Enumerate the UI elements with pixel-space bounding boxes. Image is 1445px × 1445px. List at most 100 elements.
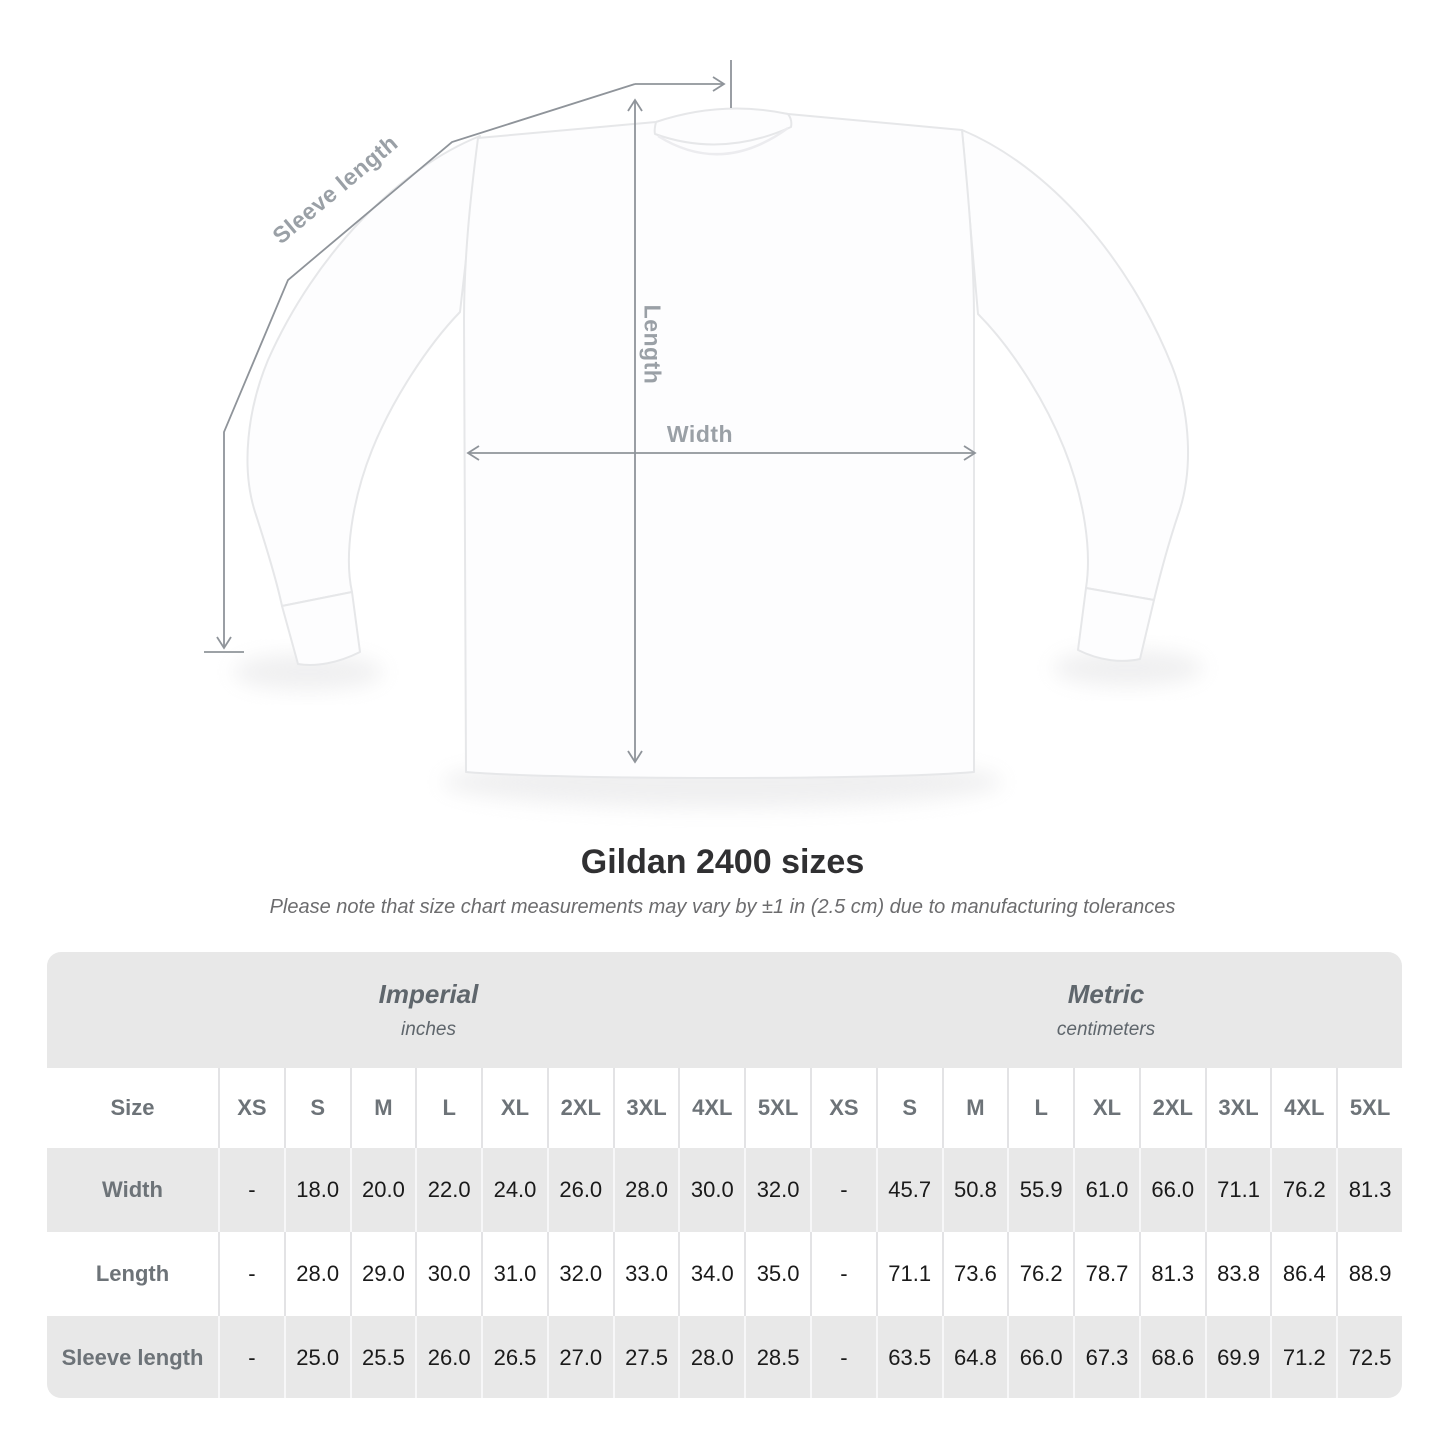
length-imperial-5xl: 35.0 xyxy=(744,1232,810,1316)
shadow-right-cuff xyxy=(1053,650,1203,686)
metric-title: Metric xyxy=(1067,979,1145,1009)
length-arrow xyxy=(627,98,643,764)
width-imperial-xl: 24.0 xyxy=(481,1148,547,1232)
left-cuff xyxy=(281,591,361,666)
table-row-width: Width - 18.0 20.0 22.0 24.0 26.0 28.0 30… xyxy=(47,1148,1402,1232)
sleeve-imperial-4xl: 28.0 xyxy=(678,1316,744,1398)
size-col-header-imperial: XS xyxy=(218,1068,284,1148)
length-metric-xs: - xyxy=(810,1232,876,1316)
size-col-header-metric: 2XL xyxy=(1138,1068,1205,1148)
size-col-header-imperial: L xyxy=(415,1068,481,1148)
sleeve-imperial-xs: - xyxy=(218,1316,284,1398)
sleeve-imperial-xl: 26.5 xyxy=(481,1316,547,1398)
imperial-title: Imperial xyxy=(378,979,479,1009)
row-label: Sleeve length xyxy=(61,1345,204,1370)
size-col-header-metric: L xyxy=(1007,1068,1073,1148)
size-col-header-imperial: 2XL xyxy=(546,1068,613,1148)
sleeve-imperial-s: 25.0 xyxy=(283,1316,350,1398)
size-col-header-imperial: S xyxy=(283,1068,350,1148)
width-metric-4xl: 76.2 xyxy=(1270,1148,1336,1232)
length-imperial-3xl: 33.0 xyxy=(612,1232,679,1316)
shirt-graphic xyxy=(204,60,1203,808)
length-metric-2xl: 81.3 xyxy=(1138,1232,1205,1316)
length-metric-s: 71.1 xyxy=(875,1232,942,1316)
sleeve-metric-3xl: 69.9 xyxy=(1204,1316,1271,1398)
tolerance-note: Please note that size chart measurements… xyxy=(269,896,1176,918)
sleeve-metric-4xl: 71.2 xyxy=(1270,1316,1336,1398)
width-metric-l: 55.9 xyxy=(1007,1148,1073,1232)
width-imperial-l: 22.0 xyxy=(415,1148,481,1232)
length-metric-5xl: 88.9 xyxy=(1336,1232,1402,1316)
measurement-lines xyxy=(204,60,977,764)
width-metric-s: 45.7 xyxy=(875,1148,942,1232)
width-imperial-s: 18.0 xyxy=(283,1148,350,1232)
sleeve-metric-m: 64.8 xyxy=(941,1316,1008,1398)
length-imperial-xl: 31.0 xyxy=(481,1232,547,1316)
sleeve-imperial-5xl: 28.5 xyxy=(744,1316,810,1398)
sleeve-metric-xs: - xyxy=(810,1316,876,1398)
size-header-row: Size XS S M L XL 2XL 3XL 4XL 5XL XS S M … xyxy=(47,1068,1402,1148)
width-metric-xs: - xyxy=(810,1148,876,1232)
length-imperial-2xl: 32.0 xyxy=(546,1232,613,1316)
metric-unit: centimeters xyxy=(1056,1019,1156,1040)
length-imperial-4xl: 34.0 xyxy=(678,1232,744,1316)
length-metric-xl: 78.7 xyxy=(1073,1232,1139,1316)
length-imperial-s: 28.0 xyxy=(283,1232,350,1316)
unit-header-band: Imperial inches Metric centimeters xyxy=(47,952,1402,1068)
width-imperial-2xl: 26.0 xyxy=(546,1148,613,1232)
size-table: Imperial inches Metric centimeters Size … xyxy=(47,952,1402,1398)
sleeve-length-arrow xyxy=(204,60,732,653)
sleeve-imperial-2xl: 27.0 xyxy=(546,1316,613,1398)
shirt-diagram: Sleeve length Length Width xyxy=(204,60,1203,808)
size-col-header-metric: M xyxy=(941,1068,1008,1148)
width-imperial-m: 20.0 xyxy=(349,1148,416,1232)
width-metric-xl: 61.0 xyxy=(1073,1148,1139,1232)
collar xyxy=(653,107,793,146)
page-title: Gildan 2400 sizes xyxy=(580,843,865,881)
shadow-left-cuff xyxy=(233,654,383,690)
table-row-length: Length - 28.0 29.0 30.0 31.0 32.0 33.0 3… xyxy=(47,1232,1402,1316)
size-col-header-metric: 3XL xyxy=(1204,1068,1271,1148)
length-imperial-m: 29.0 xyxy=(349,1232,416,1316)
size-col-header-metric: 5XL xyxy=(1336,1068,1402,1148)
sleeve-metric-l: 66.0 xyxy=(1007,1316,1073,1398)
size-col-header-imperial: XL xyxy=(481,1068,547,1148)
size-col-header-imperial: 5XL xyxy=(744,1068,810,1148)
size-col-header-imperial: 3XL xyxy=(612,1068,679,1148)
size-col-header-metric: 4XL xyxy=(1270,1068,1336,1148)
length-imperial-xs: - xyxy=(218,1232,284,1316)
size-col-header-metric: XS xyxy=(810,1068,876,1148)
length-metric-4xl: 86.4 xyxy=(1270,1232,1336,1316)
sleeve-imperial-3xl: 27.5 xyxy=(612,1316,679,1398)
size-col-header-imperial: 4XL xyxy=(678,1068,744,1148)
width-imperial-3xl: 28.0 xyxy=(612,1148,679,1232)
row-label: Width xyxy=(102,1177,163,1202)
width-metric-5xl: 81.3 xyxy=(1336,1148,1402,1232)
collar-inner-line xyxy=(657,126,789,156)
size-corner-label: Size xyxy=(110,1095,155,1120)
sleeve-metric-2xl: 68.6 xyxy=(1138,1316,1205,1398)
width-imperial-4xl: 30.0 xyxy=(678,1148,744,1232)
length-metric-m: 73.6 xyxy=(941,1232,1008,1316)
width-imperial-xs: - xyxy=(218,1148,284,1232)
left-sleeve xyxy=(246,135,481,607)
right-cuff xyxy=(1077,587,1155,662)
sleeve-metric-s: 63.5 xyxy=(875,1316,942,1398)
sleeve-imperial-m: 25.5 xyxy=(349,1316,416,1398)
width-metric-3xl: 71.1 xyxy=(1204,1148,1271,1232)
imperial-header-group: Imperial inches xyxy=(47,952,810,1068)
sleeve-imperial-l: 26.0 xyxy=(415,1316,481,1398)
length-label: Length xyxy=(639,304,666,385)
width-metric-m: 50.8 xyxy=(941,1148,1008,1232)
metric-header-group: Metric centimeters xyxy=(810,952,1402,1068)
length-imperial-l: 30.0 xyxy=(415,1232,481,1316)
sleeve-metric-5xl: 72.5 xyxy=(1336,1316,1402,1398)
size-col-header-metric: XL xyxy=(1073,1068,1139,1148)
row-label: Length xyxy=(95,1261,170,1286)
width-metric-2xl: 66.0 xyxy=(1138,1148,1205,1232)
sleeve-metric-xl: 67.3 xyxy=(1073,1316,1139,1398)
width-label: Width xyxy=(666,421,734,447)
width-imperial-5xl: 32.0 xyxy=(744,1148,810,1232)
size-col-header-metric: S xyxy=(875,1068,942,1148)
